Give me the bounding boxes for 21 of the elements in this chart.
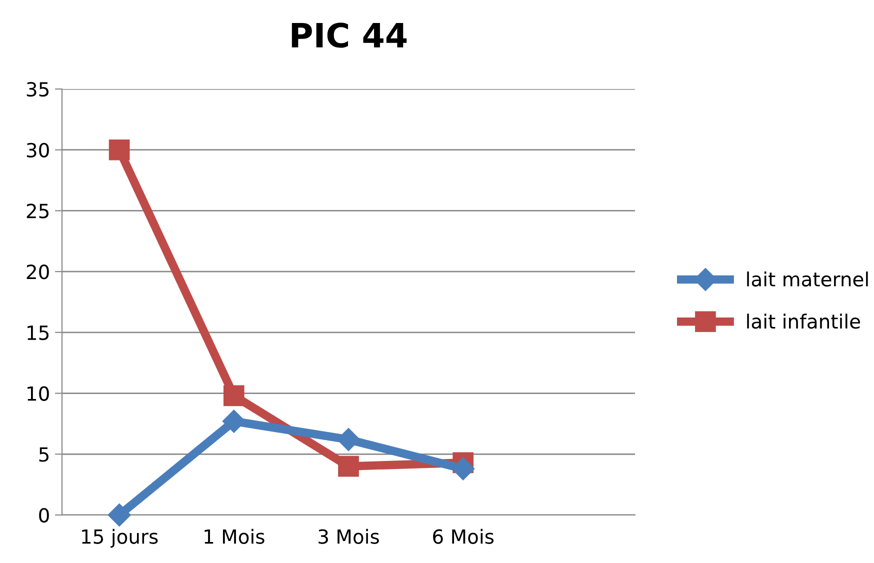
y-tick-label: 20 [26, 264, 49, 280]
y-tick-label: 5 [39, 447, 48, 462]
x-tick-label: 6 Mois [433, 528, 494, 544]
point [337, 428, 360, 452]
y-tick-label: 30 [26, 142, 49, 158]
point [452, 457, 475, 480]
x-tick-label: 3 Mois [318, 528, 379, 544]
y-tick-label: 25 [26, 204, 48, 218]
point [108, 504, 131, 526]
point [338, 456, 359, 477]
legend-label: lait maternel [747, 272, 868, 287]
y-tick-label: 35 [26, 82, 48, 97]
point [108, 139, 130, 160]
point [223, 385, 244, 406]
y-tick-label: 0 [39, 508, 49, 523]
chart-title: PIC 44 [292, 22, 407, 48]
x-tick-label: 1 Mois [204, 528, 264, 544]
x-tick-label: 15 jours [82, 528, 158, 548]
legend-label: lait infantile [747, 314, 860, 329]
y-tick-label: 10 [28, 386, 49, 401]
y-tick-label: 15 [28, 326, 48, 340]
